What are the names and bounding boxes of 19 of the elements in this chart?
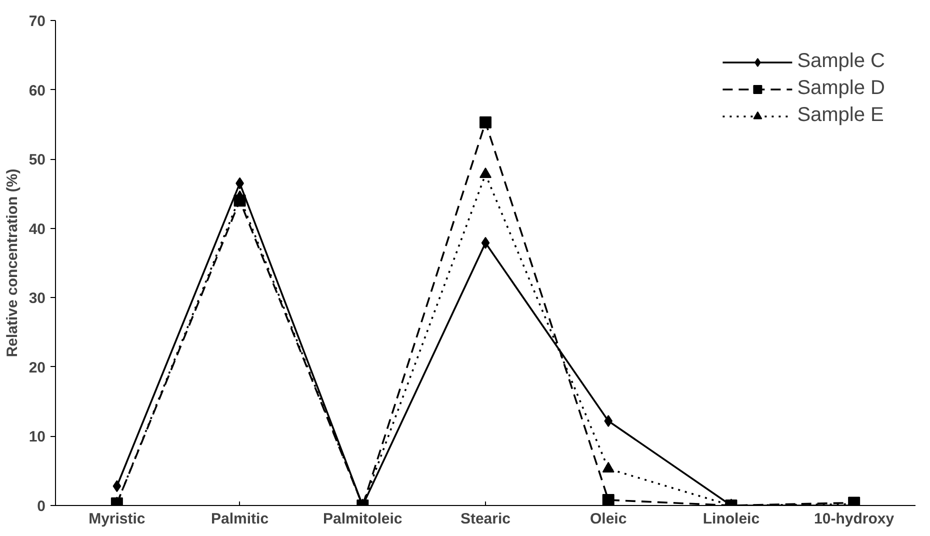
legend-label: Sample D xyxy=(797,77,885,100)
x-tick-label: Stearic xyxy=(460,510,511,528)
y-tick-label: 20 xyxy=(28,359,46,376)
x-tick-label: 10-hydroxy xyxy=(814,510,895,528)
x-tick-label: Oleic xyxy=(590,510,627,528)
y-tick-label: 50 xyxy=(28,152,46,169)
y-tick-label: 40 xyxy=(28,220,46,238)
y-tick-label: 0 xyxy=(37,498,46,515)
x-tick-label: Linoleic xyxy=(702,510,760,528)
x-tick-label: Palmitoleic xyxy=(323,510,402,528)
y-axis-title: Relative concentration (%) xyxy=(4,168,21,358)
y-tick-label: 10 xyxy=(28,428,46,446)
legend-label: Sample C xyxy=(797,50,885,73)
x-tick-label: Myristic xyxy=(88,510,146,528)
x-tick-label: Palmitic xyxy=(211,510,269,528)
y-tick-label: 70 xyxy=(28,13,46,30)
y-tick-label: 30 xyxy=(28,290,46,308)
y-tick-label: 60 xyxy=(28,82,46,100)
legend-label: Sample E xyxy=(797,104,884,127)
